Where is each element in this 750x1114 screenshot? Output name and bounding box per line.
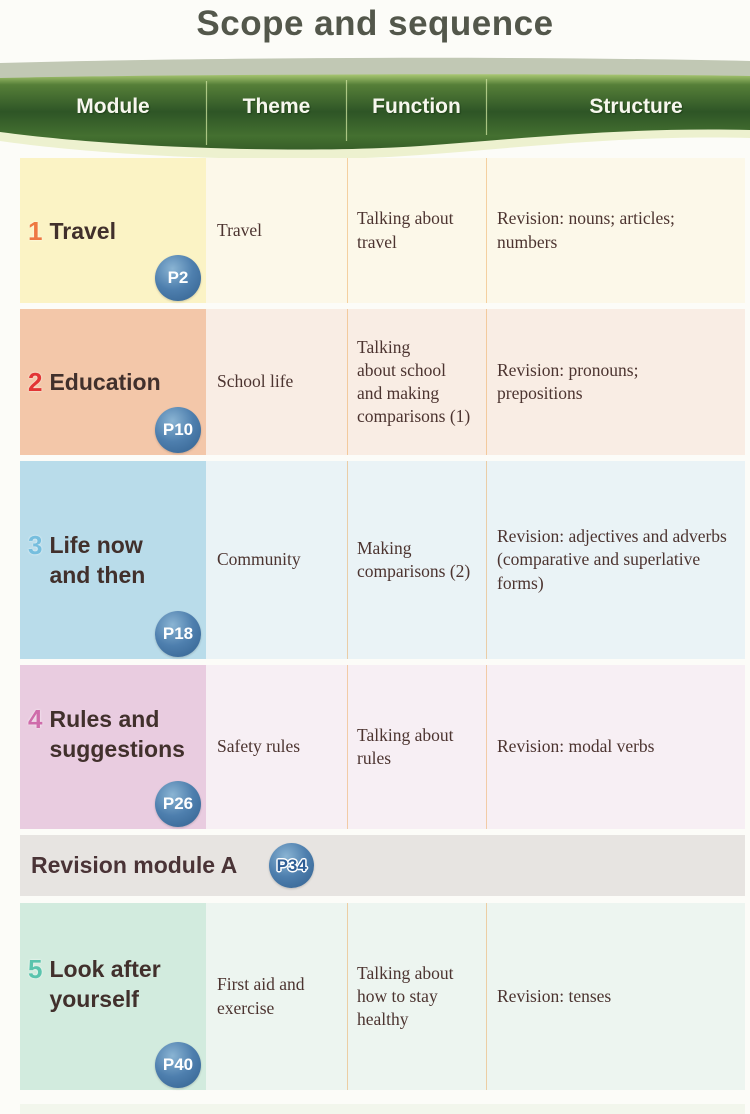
module-cell: 1 Travel P2 — [20, 158, 206, 303]
module-label: 1 Travel — [28, 216, 116, 246]
page-badge-icon: P40 — [155, 1042, 201, 1088]
row-body: Community Making comparisons (2) Revisio… — [206, 461, 745, 659]
page-badge-icon: P26 — [155, 781, 201, 827]
page-badge-icon: P10 — [155, 407, 201, 453]
module-number: 5 — [28, 953, 43, 984]
next-row-cutoff-strip — [20, 1104, 745, 1114]
structure-cell: Revision: adjectives and adverbs (compar… — [486, 461, 745, 659]
structure-cell: Revision: tenses — [486, 903, 745, 1090]
module-title: Education — [49, 369, 161, 395]
module-number: 4 — [28, 704, 43, 734]
module-label: 2 Education — [28, 367, 161, 397]
module-title: Rules and suggestions — [49, 706, 185, 762]
function-cell: Talking about school and making comparis… — [347, 309, 486, 455]
module-number: 1 — [28, 215, 43, 246]
table-row-module-4: 4 Rules and suggestions P26 Safety rules… — [20, 665, 745, 829]
table-row-module-5: 5 Look after yourself P40 First aid and … — [20, 903, 745, 1090]
module-cell: 4 Rules and suggestions P26 — [20, 665, 206, 829]
theme-cell: Travel — [217, 219, 263, 240]
theme-cell: School life — [217, 371, 294, 392]
function-cell: Talking about rules — [347, 665, 486, 829]
table-row-module-1: 1 Travel P2 Travel Talking about travel … — [20, 158, 745, 303]
theme-cell: Community — [217, 549, 301, 570]
module-title: Look after yourself — [49, 955, 161, 1012]
row-body: Travel Talking about travel Revision: no… — [206, 158, 745, 303]
page-badge-icon: P2 — [155, 255, 201, 301]
column-header-structure: Structure — [589, 95, 683, 118]
module-number: 3 — [28, 530, 43, 560]
structure-cell: Revision: modal verbs — [486, 665, 745, 829]
function-cell: Making comparisons (2) — [347, 461, 486, 659]
table-header: Module Theme Function Structure — [0, 53, 750, 165]
header-wave-graphic — [0, 57, 750, 160]
module-number: 2 — [28, 367, 43, 397]
page-badge-icon: P18 — [155, 611, 201, 657]
revision-row-label: Revision module A — [31, 852, 238, 878]
module-label: 4 Rules and suggestions — [28, 704, 185, 790]
row-body: Safety rules Talking about rules Revisio… — [206, 665, 745, 829]
row-body: School life Talking about school and mak… — [206, 309, 745, 455]
function-cell: Talking about travel — [347, 158, 486, 303]
function-cell: Talking about how to stay healthy — [347, 903, 486, 1090]
page-badge-icon: P34 — [269, 843, 315, 888]
theme-cell: First aid and exercise — [217, 974, 305, 1018]
page-title: Scope and sequence — [196, 4, 554, 43]
column-header-function: Function — [372, 95, 461, 118]
module-cell: 3 Life now and then P18 — [20, 461, 206, 659]
module-cell: 5 Look after yourself P40 — [20, 903, 206, 1090]
module-title: Life now and then — [49, 532, 146, 588]
structure-cell: Revision: pronouns; prepositions — [486, 309, 745, 455]
table-row-module-2: 2 Education P10 School life Talking abou… — [20, 309, 745, 455]
module-title: Travel — [49, 217, 116, 244]
column-header-theme: Theme — [242, 95, 311, 118]
column-header-module: Module — [76, 95, 150, 118]
structure-cell: Revision: nouns; articles; numbers — [486, 158, 745, 303]
table-row-module-3: 3 Life now and then P18 Community Making… — [20, 461, 745, 659]
theme-cell: Safety rules — [217, 736, 301, 757]
row-body: First aid and exercise Talking about how… — [206, 903, 745, 1090]
module-cell: 2 Education P10 — [20, 309, 206, 455]
revision-module-row: Revision module A P34 — [20, 835, 745, 896]
module-label: 5 Look after yourself — [28, 954, 161, 1040]
module-label: 3 Life now and then — [28, 530, 145, 590]
